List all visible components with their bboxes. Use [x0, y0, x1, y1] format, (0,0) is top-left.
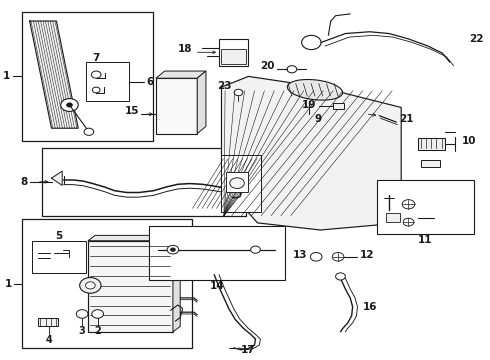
Polygon shape	[88, 235, 180, 241]
Text: 2: 2	[94, 326, 101, 336]
Text: 22: 22	[469, 34, 484, 44]
Circle shape	[250, 246, 260, 253]
Text: 6: 6	[146, 77, 153, 87]
Text: 12: 12	[360, 250, 374, 260]
Text: 21: 21	[399, 114, 413, 124]
Text: 1: 1	[3, 71, 10, 81]
Circle shape	[402, 200, 415, 209]
Circle shape	[86, 282, 95, 289]
Bar	[42, 148, 246, 216]
Polygon shape	[156, 71, 206, 78]
Circle shape	[67, 103, 73, 107]
Text: 11: 11	[418, 235, 433, 245]
Circle shape	[310, 252, 322, 261]
Bar	[219, 39, 248, 66]
Circle shape	[92, 310, 103, 318]
Text: 15: 15	[124, 105, 139, 116]
Circle shape	[61, 99, 78, 111]
Bar	[226, 172, 248, 192]
Text: 7: 7	[93, 53, 100, 63]
Text: 17: 17	[241, 345, 255, 355]
Text: 10: 10	[462, 136, 476, 146]
Text: 1: 1	[4, 279, 12, 289]
Circle shape	[287, 66, 297, 73]
Ellipse shape	[288, 80, 343, 100]
Text: 19: 19	[302, 100, 316, 110]
Bar	[86, 62, 129, 102]
Circle shape	[234, 89, 243, 96]
Bar	[156, 78, 197, 134]
Circle shape	[171, 248, 175, 251]
Text: 23: 23	[217, 81, 231, 91]
Bar	[88, 241, 173, 332]
Bar	[23, 219, 193, 348]
Bar	[377, 180, 474, 234]
Bar	[420, 160, 440, 167]
Circle shape	[92, 87, 100, 93]
Circle shape	[336, 273, 345, 280]
Circle shape	[332, 252, 344, 261]
Circle shape	[80, 278, 101, 293]
Text: 4: 4	[46, 335, 52, 345]
Polygon shape	[173, 235, 180, 332]
Polygon shape	[51, 171, 62, 185]
Text: 20: 20	[260, 62, 275, 71]
Bar	[32, 241, 86, 273]
Circle shape	[167, 246, 179, 254]
Circle shape	[76, 310, 88, 318]
Bar	[38, 318, 58, 327]
Circle shape	[91, 71, 101, 78]
Polygon shape	[197, 71, 206, 134]
Circle shape	[84, 128, 94, 135]
Bar	[221, 155, 261, 212]
Circle shape	[230, 178, 245, 189]
Text: 13: 13	[293, 250, 307, 260]
Bar	[418, 138, 445, 150]
Polygon shape	[30, 21, 78, 128]
Text: 9: 9	[314, 114, 321, 124]
Bar	[333, 103, 344, 109]
Bar	[386, 213, 400, 222]
Text: 14: 14	[209, 282, 224, 292]
Bar	[23, 12, 153, 141]
Text: 8: 8	[20, 177, 27, 187]
Circle shape	[403, 218, 414, 226]
Polygon shape	[221, 76, 401, 230]
Text: 16: 16	[362, 302, 377, 312]
Text: 18: 18	[178, 44, 193, 54]
Text: 3: 3	[79, 326, 85, 336]
Bar	[221, 49, 246, 64]
Text: 5: 5	[55, 231, 62, 241]
Bar	[148, 226, 285, 280]
